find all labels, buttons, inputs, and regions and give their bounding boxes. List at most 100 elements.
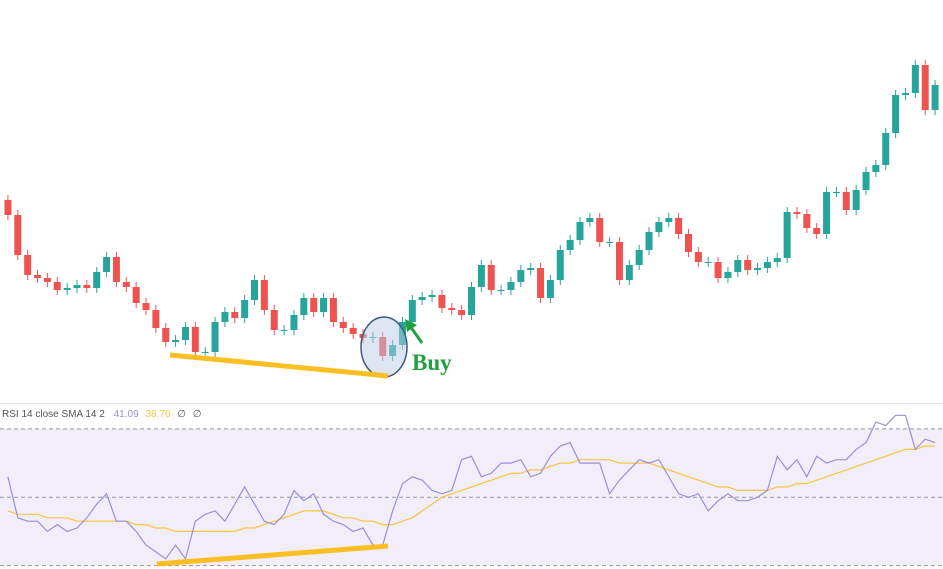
candle-body bbox=[152, 310, 160, 328]
candle-body bbox=[448, 308, 456, 310]
candle-body bbox=[270, 310, 278, 330]
candle-body bbox=[73, 285, 81, 288]
candle-body bbox=[635, 250, 643, 265]
candle-body bbox=[566, 240, 574, 250]
sma-value: 38.76 bbox=[145, 409, 170, 420]
candle-body bbox=[546, 280, 554, 298]
candle-body bbox=[744, 260, 752, 270]
candle-body bbox=[842, 192, 850, 210]
candle-body bbox=[793, 212, 801, 214]
candle-body bbox=[310, 298, 318, 312]
candle-body bbox=[320, 298, 328, 312]
candle-body bbox=[83, 285, 91, 288]
candle-body bbox=[586, 218, 594, 222]
candle-body bbox=[911, 65, 919, 93]
candle-body bbox=[714, 262, 722, 278]
candle-body bbox=[339, 322, 347, 328]
candle-body bbox=[645, 232, 653, 250]
candle-body bbox=[231, 312, 239, 318]
candle-body bbox=[477, 265, 485, 287]
indicator-line bbox=[7, 414, 936, 561]
candle-body bbox=[852, 190, 860, 210]
candle-body bbox=[112, 257, 120, 282]
candle-body bbox=[684, 234, 692, 252]
highlight-circle bbox=[360, 316, 408, 378]
candle-body bbox=[4, 200, 12, 215]
extra-label: ∅ bbox=[193, 409, 202, 420]
candle-body bbox=[438, 295, 446, 308]
candle-body bbox=[24, 255, 32, 275]
rsi-trendline bbox=[156, 543, 389, 567]
buy-arrow bbox=[408, 325, 424, 344]
candle-body bbox=[290, 315, 298, 330]
candle-body bbox=[675, 218, 683, 234]
candle-body bbox=[458, 310, 466, 315]
candle-body bbox=[813, 228, 821, 234]
rsi-panel bbox=[0, 414, 943, 567]
indicator-line bbox=[7, 445, 936, 532]
candle-body bbox=[882, 133, 890, 165]
candle-body bbox=[497, 290, 505, 291]
candle-body bbox=[468, 287, 475, 315]
candle-body bbox=[487, 265, 495, 290]
candle-body bbox=[527, 268, 535, 270]
candle-body bbox=[754, 268, 762, 270]
candle-body bbox=[241, 300, 249, 318]
candle-body bbox=[221, 312, 229, 322]
buy-label: Buy bbox=[412, 350, 452, 375]
candle-body bbox=[93, 272, 101, 288]
candle-body bbox=[704, 262, 712, 263]
price-panel bbox=[4, 60, 939, 361]
candle-body bbox=[606, 242, 614, 243]
candle-body bbox=[507, 282, 515, 290]
candle-body bbox=[615, 242, 623, 280]
candle-body bbox=[665, 218, 673, 222]
candle-body bbox=[862, 172, 870, 190]
candle-body bbox=[823, 192, 831, 234]
candle-body bbox=[211, 322, 219, 352]
candle-body bbox=[537, 268, 545, 298]
candle-body bbox=[162, 328, 170, 342]
candle-body bbox=[349, 328, 357, 334]
candle-body bbox=[251, 280, 259, 300]
candle-body bbox=[803, 214, 811, 228]
buy-arrow-head bbox=[405, 319, 417, 332]
candle-body bbox=[103, 257, 111, 272]
candle-body bbox=[300, 298, 308, 315]
candle-body bbox=[280, 330, 288, 331]
rsi-value: 41.09 bbox=[114, 409, 139, 420]
price-trendline bbox=[169, 352, 389, 379]
extra-label: ∅ bbox=[177, 409, 186, 420]
candle-body bbox=[832, 192, 840, 193]
candle-body bbox=[556, 250, 564, 280]
candle-body bbox=[921, 65, 929, 110]
candle-body bbox=[191, 327, 199, 352]
candle-body bbox=[892, 95, 900, 133]
candle-body bbox=[260, 280, 268, 310]
candle-body bbox=[872, 165, 880, 172]
candle-body bbox=[734, 260, 742, 272]
rsi-title: RSI 14 close SMA 14 2 bbox=[2, 409, 105, 420]
candle-body bbox=[625, 265, 633, 280]
candle-body bbox=[172, 340, 180, 342]
candle-body bbox=[142, 303, 150, 310]
candle-body bbox=[655, 222, 663, 232]
candle-body bbox=[418, 297, 426, 300]
candle-body bbox=[329, 298, 337, 322]
candle-body bbox=[773, 258, 781, 262]
candle-body bbox=[783, 212, 791, 258]
candle-body bbox=[122, 282, 130, 287]
candle-body bbox=[132, 287, 140, 303]
candle-body bbox=[517, 270, 525, 282]
candle-body bbox=[53, 282, 61, 290]
candle-body bbox=[43, 278, 51, 282]
candle-body bbox=[63, 288, 71, 290]
candle-body bbox=[576, 222, 584, 240]
candle-body bbox=[34, 275, 42, 278]
candle-body bbox=[694, 252, 702, 262]
candle-body bbox=[14, 215, 22, 255]
candle-body bbox=[931, 85, 939, 110]
candle-body bbox=[596, 218, 604, 242]
candle-body bbox=[181, 327, 189, 340]
candle-body bbox=[428, 295, 436, 297]
